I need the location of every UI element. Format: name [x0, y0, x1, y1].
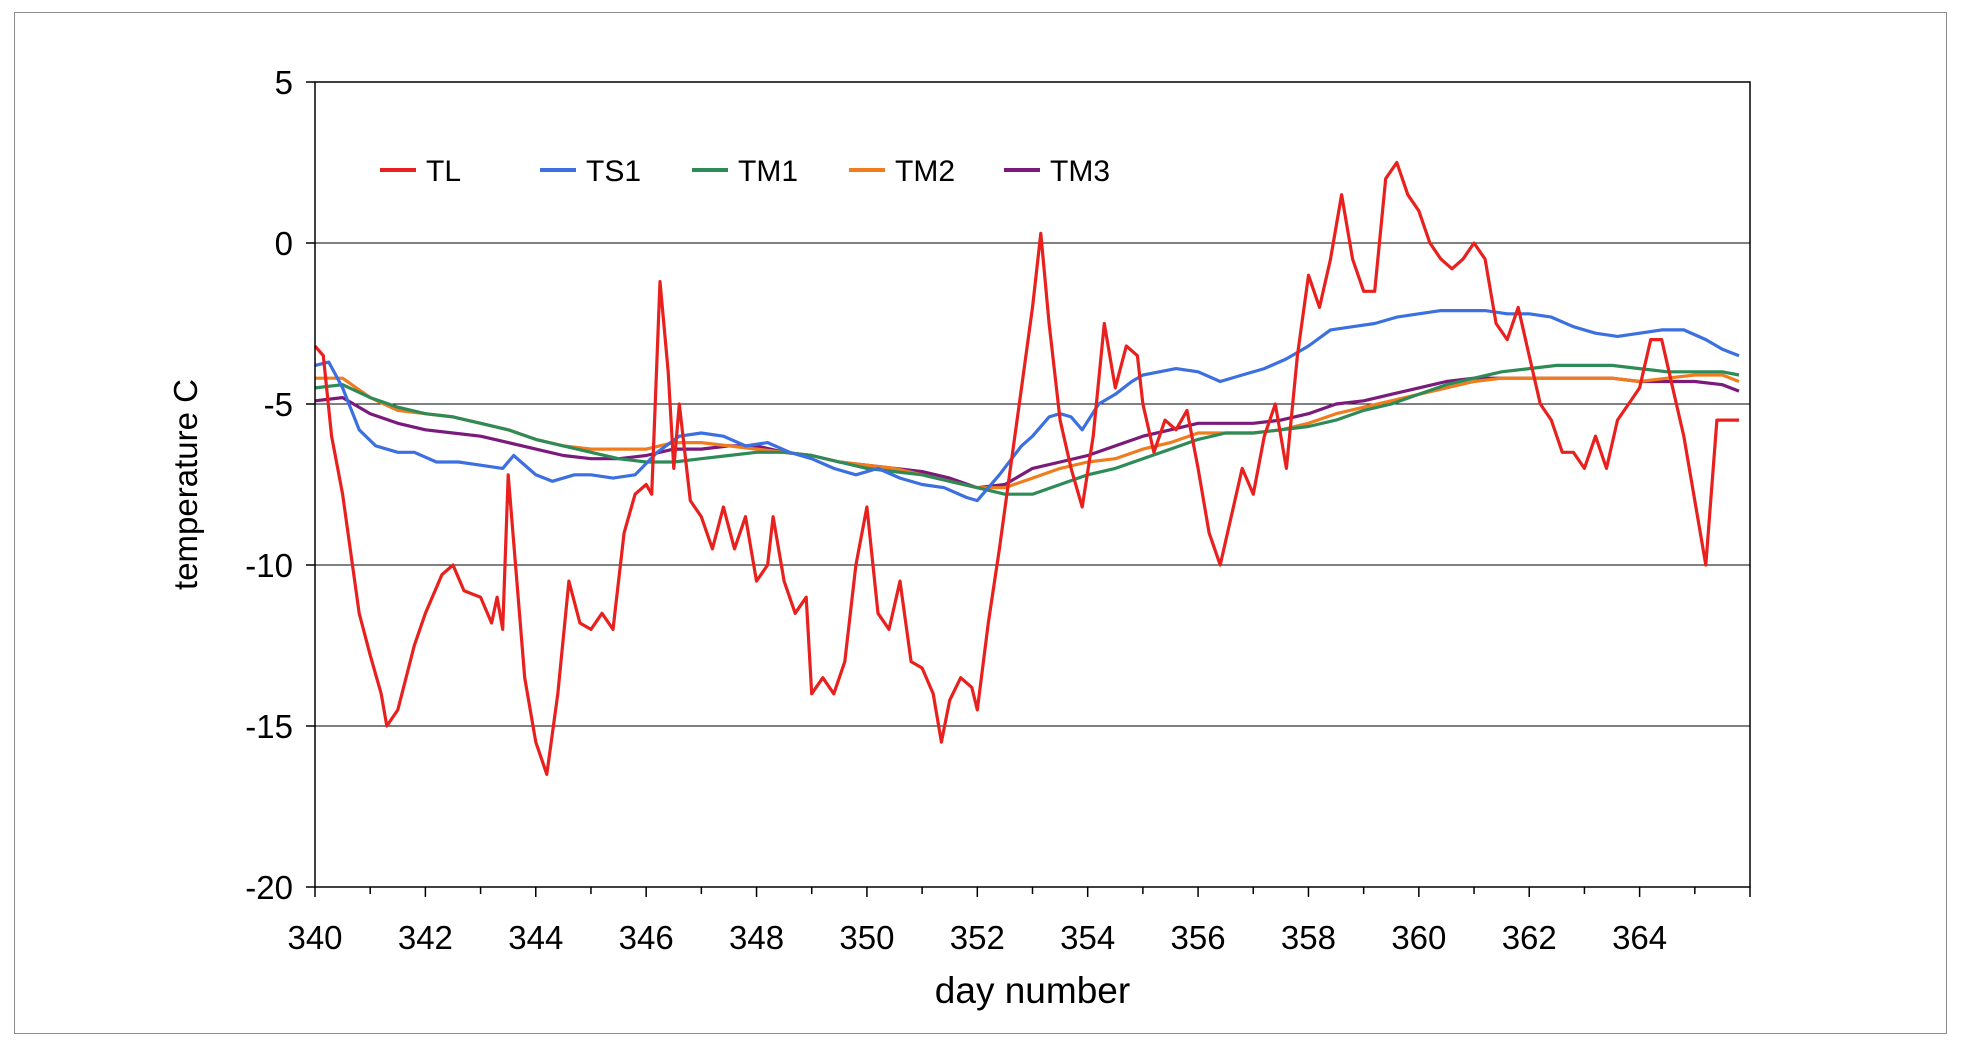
legend-label-tm3: TM3	[1050, 155, 1110, 188]
y-tick-label: -5	[264, 386, 293, 423]
x-tick-label: 348	[729, 919, 784, 956]
y-tick-label: 5	[275, 64, 293, 101]
series-line-ts1	[314, 309, 1740, 503]
y-tick-label: -10	[245, 547, 293, 584]
x-tick-label: 354	[1060, 919, 1115, 956]
x-tick-label: 364	[1612, 919, 1667, 956]
x-tick-label: 356	[1171, 919, 1226, 956]
legend-label-tl: TL	[426, 155, 461, 188]
x-tick-label: 358	[1281, 919, 1336, 956]
x-tick-label: 340	[287, 919, 342, 956]
x-tick-label: 350	[839, 919, 894, 956]
series-layer	[313, 160, 1740, 776]
x-tick-label: 362	[1502, 919, 1557, 956]
x-tick-label: 352	[950, 919, 1005, 956]
legend: TL TS1 TM1 TM2 TM3	[380, 155, 1110, 188]
legend-label-ts1: TS1	[586, 155, 641, 188]
series-line-tm1	[314, 363, 1740, 496]
y-tick-label: 0	[275, 225, 293, 262]
x-tick-label: 342	[398, 919, 453, 956]
series-line-tm3	[314, 376, 1740, 490]
legend-label-tm2: TM2	[895, 155, 955, 188]
y-tick-label: -20	[245, 869, 293, 906]
y-tick-label: -15	[245, 708, 293, 745]
axes: 5 0 -5 -10 -15 -20 340 342 344 346 348 350 352 354 356…	[245, 64, 1751, 956]
plot-area-border	[314, 81, 1751, 888]
x-tick-label: 346	[619, 919, 674, 956]
x-axis-label: day number	[935, 970, 1130, 1011]
x-tick-label: 360	[1391, 919, 1446, 956]
chart-frame	[14, 12, 1947, 1034]
series-line-tl	[313, 160, 1739, 776]
x-tick-label: 344	[508, 919, 563, 956]
legend-label-tm1: TM1	[738, 155, 798, 188]
y-axis-label: temperature C	[167, 379, 204, 590]
